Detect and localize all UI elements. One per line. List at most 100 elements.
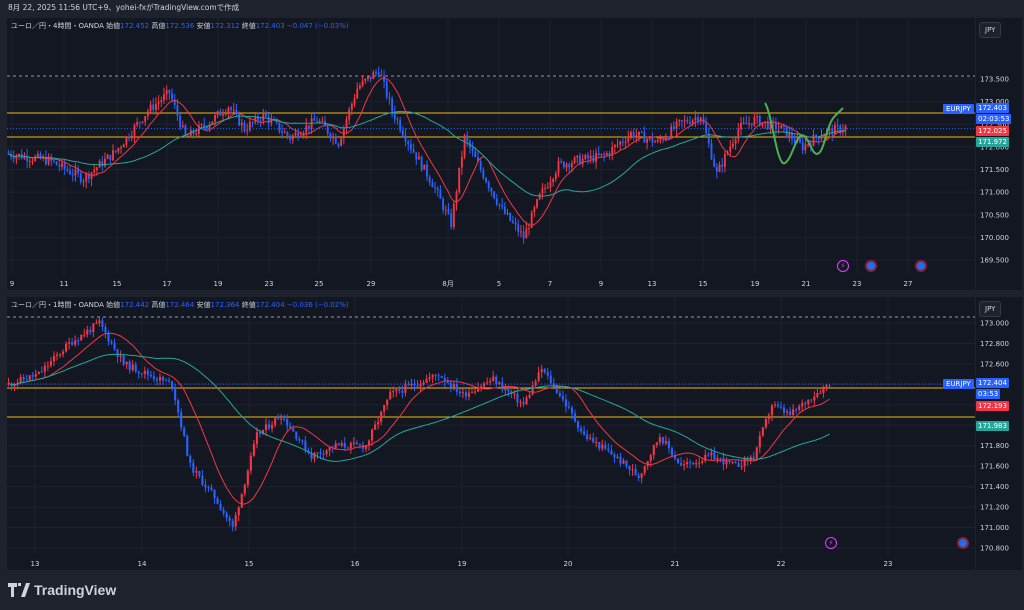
chart-canvas-4h[interactable]: 9 11 15 17 19 23 25 29 8月 5 7 9 13 15 19 21 23 27 [7,18,975,290]
candle-body [385,81,388,98]
candle-body [404,384,407,393]
candle-body [804,403,807,405]
candle-body [180,412,183,428]
candle-body [230,107,233,110]
candle-body [619,456,622,464]
legend-change: −0.047 (−0.03%) [286,22,349,30]
chart-pane-1h[interactable]: 13 14 15 16 19 20 21 22 23 ユーロ／円・1時間・OANDA 始値172… [7,297,975,570]
legend-high-label: 高値 [151,301,166,309]
candle-body [399,120,402,131]
candle-body [168,380,171,382]
candle-body [95,167,98,170]
price-axis-1h[interactable]: 173.000172.800172.600172.400172.200172.0… [976,297,1022,570]
candle-body [473,391,477,393]
candle-body [678,120,681,122]
candle-body [301,440,304,442]
candle-body [65,343,68,352]
candle-body [461,392,464,394]
event-flag-icon[interactable] [865,260,877,272]
candle-body [292,428,295,432]
price-tick: 171.500 [980,166,1009,174]
candle-body [346,447,349,449]
candle-body [561,395,564,400]
candle-body [203,124,206,127]
candle-body [295,431,298,439]
candle-body [280,418,283,420]
date-tick: 15 [113,280,122,288]
candle-body [725,459,728,465]
candle-body [507,388,510,392]
candle-body [318,121,321,123]
candle-body [530,212,533,228]
candle-body [252,443,255,456]
candle-body [716,457,719,460]
tradingview-branding[interactable]: TradingView [8,582,116,598]
candle-body [219,503,222,510]
candle-body [607,448,610,451]
candle-body [137,371,140,374]
candle-body [672,126,675,130]
candle-body [68,342,71,344]
date-tick: 8月 [442,280,453,288]
currency-button[interactable]: JPY [979,22,1002,38]
candle-body [407,141,410,145]
candle-body [628,465,631,470]
candle-body [61,162,63,167]
candle-body [367,76,369,79]
candle-body [418,156,420,160]
candle-body [458,391,461,394]
candle-body [792,409,795,416]
candle-body [25,379,28,381]
currency-button[interactable]: JPY [979,301,1002,317]
candle-body [770,405,773,416]
ma-fast-line [8,332,830,505]
date-tick: 9 [599,280,603,288]
price-axis-4h[interactable]: 173.500 173.000 172.500 172.000 171.500 171.0… [976,18,1022,290]
candle-body [436,188,439,191]
candle-body [181,125,184,128]
event-lightning-icon[interactable]: ⚡ [825,537,837,549]
legend-high: 172.536 [165,22,195,30]
legend-low-label: 安値 [196,301,211,309]
candle-body [786,411,789,413]
candle-body [74,169,77,176]
candle-body [774,121,777,130]
candle-body [627,136,630,142]
event-flag-icon[interactable] [915,260,927,272]
candle-body [104,158,106,167]
candle-body [655,442,658,446]
price-tick: 173.000 [980,98,1009,106]
candle-body [719,457,722,459]
event-lightning-icon[interactable]: ⚡ [837,260,849,272]
candle-body [79,173,82,182]
candle-body [450,213,453,228]
legend-high: 172.464 [165,301,195,309]
candle-body [386,399,389,406]
candle-body [219,111,222,116]
candle-body [689,462,692,464]
candle-body [222,509,225,514]
candle-body [28,161,31,163]
candle-body [152,104,155,110]
candle-body [701,460,704,463]
chart-canvas-1h[interactable]: 13 14 15 16 19 20 21 22 23 [7,297,975,570]
candle-body [455,191,458,204]
price-tick: 169.500 [980,257,1009,265]
chart-pane-4h[interactable]: 9 11 15 17 19 23 25 29 8月 5 7 9 13 15 19 21 23 27 ユーロ／円・4… [7,18,975,290]
event-flag-icon[interactable] [957,537,969,549]
candle-body [120,147,122,149]
legend-close: 172.403 [255,22,285,30]
date-tick: 15 [699,280,708,288]
candle-body [447,209,450,214]
candle-body [246,470,249,485]
candle-body [503,206,506,214]
candle-body [204,484,207,488]
candle-body [31,375,34,377]
candle-body [676,458,680,464]
candle-body [516,393,519,403]
candle-body [227,107,230,114]
date-tick: 27 [904,280,913,288]
candle-body [467,392,471,397]
candle-body [189,455,192,463]
candle-body [184,125,187,137]
